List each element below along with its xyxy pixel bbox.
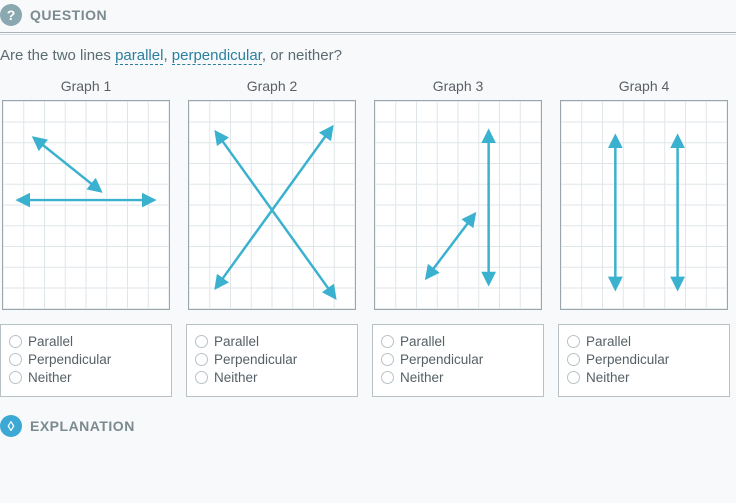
option-label: Parallel <box>214 334 259 349</box>
option-row[interactable]: Perpendicular <box>9 352 163 367</box>
question-header: ? QUESTION <box>0 0 736 32</box>
question-prefix: Are the two lines <box>0 47 115 64</box>
radio-icon[interactable] <box>195 371 208 384</box>
graphs-row: Graph 1 Graph 2 Graph 3 Graph 4 <box>0 78 736 320</box>
radio-icon[interactable] <box>567 371 580 384</box>
question-mark-icon: ? <box>0 4 22 26</box>
option-label: Parallel <box>586 334 631 349</box>
graph-column: Graph 3 <box>372 78 544 310</box>
graph-box <box>560 100 728 310</box>
option-row[interactable]: Neither <box>195 370 349 385</box>
radio-icon[interactable] <box>9 353 22 366</box>
option-label: Perpendicular <box>214 352 297 367</box>
explanation-icon: ◊ <box>0 415 22 437</box>
graph-column: Graph 4 <box>558 78 730 310</box>
option-label: Parallel <box>28 334 73 349</box>
question-section-title: QUESTION <box>30 7 107 23</box>
options-row: Parallel Perpendicular Neither Parallel … <box>0 324 736 397</box>
options-group: Parallel Perpendicular Neither <box>0 324 172 397</box>
graph-column: Graph 1 <box>0 78 172 310</box>
option-label: Neither <box>586 370 630 385</box>
option-label: Neither <box>400 370 444 385</box>
option-label: Parallel <box>400 334 445 349</box>
radio-icon[interactable] <box>381 335 394 348</box>
graph-title: Graph 2 <box>247 78 298 94</box>
options-group: Parallel Perpendicular Neither <box>372 324 544 397</box>
divider <box>0 32 736 35</box>
radio-icon[interactable] <box>195 335 208 348</box>
options-group: Parallel Perpendicular Neither <box>186 324 358 397</box>
option-label: Perpendicular <box>28 352 111 367</box>
graph-box <box>374 100 542 310</box>
term-perpendicular-link[interactable]: perpendicular <box>172 47 262 65</box>
question-suffix: , or neither? <box>262 47 342 64</box>
radio-icon[interactable] <box>567 353 580 366</box>
graph-title: Graph 1 <box>61 78 112 94</box>
explanation-section-title: EXPLANATION <box>30 418 135 434</box>
option-label: Perpendicular <box>586 352 669 367</box>
option-row[interactable]: Perpendicular <box>381 352 535 367</box>
option-row[interactable]: Parallel <box>567 334 721 349</box>
radio-icon[interactable] <box>9 335 22 348</box>
option-label: Neither <box>214 370 258 385</box>
option-label: Neither <box>28 370 72 385</box>
option-label: Perpendicular <box>400 352 483 367</box>
question-text: Are the two lines parallel, perpendicula… <box>0 47 736 78</box>
radio-icon[interactable] <box>195 353 208 366</box>
option-row[interactable]: Parallel <box>9 334 163 349</box>
option-row[interactable]: Neither <box>9 370 163 385</box>
graph-title: Graph 4 <box>619 78 670 94</box>
graph-title: Graph 3 <box>433 78 484 94</box>
option-row[interactable]: Parallel <box>381 334 535 349</box>
options-group: Parallel Perpendicular Neither <box>558 324 730 397</box>
explanation-header: ◊ EXPLANATION <box>0 411 736 443</box>
option-row[interactable]: Perpendicular <box>195 352 349 367</box>
option-row[interactable]: Parallel <box>195 334 349 349</box>
question-sep1: , <box>163 47 171 64</box>
radio-icon[interactable] <box>381 371 394 384</box>
radio-icon[interactable] <box>381 353 394 366</box>
option-row[interactable]: Neither <box>567 370 721 385</box>
option-row[interactable]: Neither <box>381 370 535 385</box>
term-parallel-link[interactable]: parallel <box>115 47 163 65</box>
graph-box <box>188 100 356 310</box>
graph-column: Graph 2 <box>186 78 358 310</box>
graph-box <box>2 100 170 310</box>
radio-icon[interactable] <box>567 335 580 348</box>
option-row[interactable]: Perpendicular <box>567 352 721 367</box>
radio-icon[interactable] <box>9 371 22 384</box>
